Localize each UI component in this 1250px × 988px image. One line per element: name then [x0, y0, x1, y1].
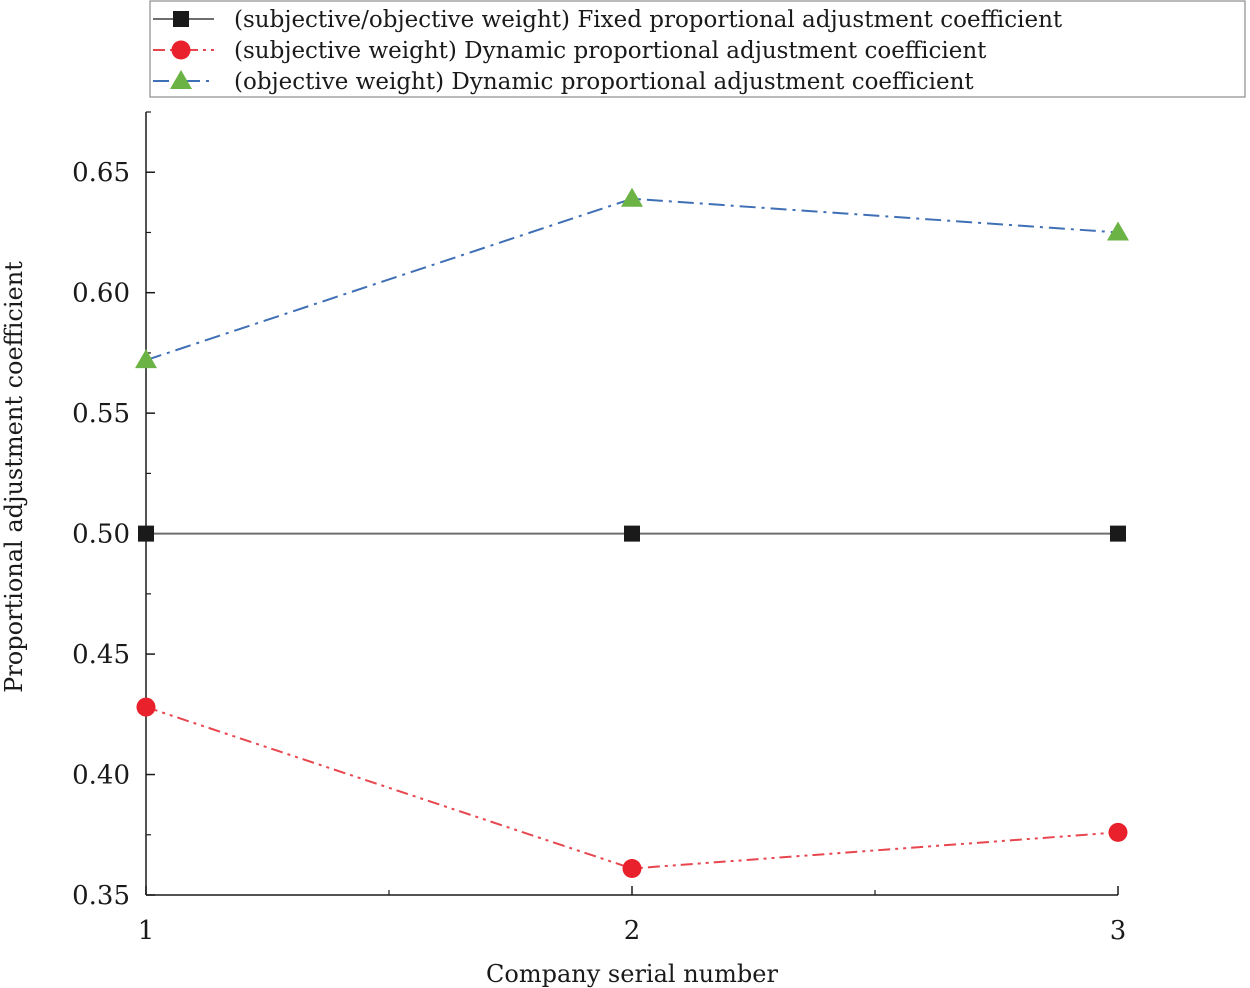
axes: 0.35 0.40 0.45 0.50 0.55 0.60 0.65 1 2 3	[72, 111, 1127, 946]
data-point	[1107, 221, 1129, 241]
y-tick-label: 0.65	[72, 158, 130, 188]
data-point	[622, 858, 642, 878]
x-tick-label: 2	[624, 916, 641, 946]
series-2	[136, 697, 1128, 878]
series-line	[145, 197, 1119, 362]
legend-label: (objective weight) Dynamic proportional …	[234, 69, 974, 95]
legend-item-2: (subjective weight) Dynamic proportional…	[153, 38, 987, 64]
legend-marker	[171, 40, 191, 60]
legend-item-1: (subjective/objective weight) Fixed prop…	[153, 7, 1063, 33]
y-tick-label: 0.50	[72, 520, 130, 550]
x-tick-label: 1	[138, 916, 155, 946]
data-point	[1108, 822, 1128, 842]
y-tick-label: 0.45	[72, 640, 130, 670]
series-line	[145, 706, 1119, 870]
x-axis-title: Company serial number	[486, 960, 778, 988]
y-tick-label: 0.35	[72, 881, 130, 911]
data-point	[1110, 525, 1126, 542]
legend-label: (subjective/objective weight) Fixed prop…	[234, 7, 1063, 33]
legend-label: (subjective weight) Dynamic proportional…	[234, 38, 987, 64]
data-point	[621, 187, 643, 207]
legend-box	[149, 0, 1246, 98]
y-tick-label: 0.40	[72, 761, 130, 791]
legend-marker	[173, 11, 189, 27]
x-tick-label: 3	[1110, 916, 1127, 946]
legend: (subjective/objective weight) Fixed prop…	[149, 0, 1246, 98]
data-point	[138, 525, 154, 542]
series-layer	[135, 187, 1129, 878]
y-axis-title: Proportional adjustment coefficient	[0, 261, 28, 693]
legend-item-3: (objective weight) Dynamic proportional …	[153, 69, 974, 95]
series-1	[138, 525, 1126, 542]
y-tick-label: 0.55	[72, 399, 130, 429]
data-point	[136, 697, 156, 717]
series-3	[135, 187, 1129, 369]
data-point	[135, 349, 157, 369]
data-point	[624, 525, 640, 542]
y-tick-label: 0.60	[72, 279, 130, 309]
legend-marker	[170, 70, 192, 89]
